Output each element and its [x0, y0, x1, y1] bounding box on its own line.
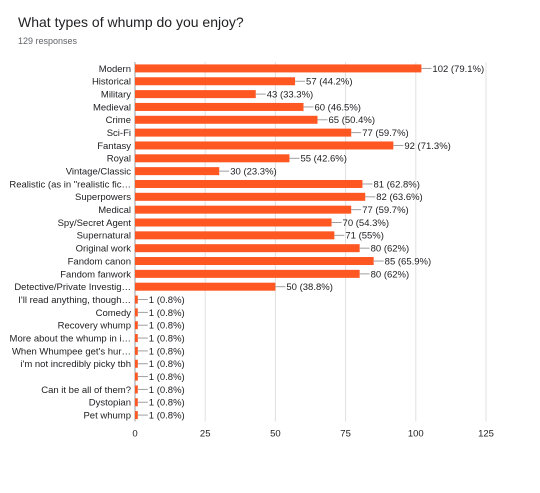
data-label-0: 102 (79.1%) — [432, 64, 484, 75]
data-label-19: 1 (0.8%) — [149, 308, 185, 319]
data-label-10: 82 (63.6%) — [376, 192, 422, 203]
category-label-6: Fantasy — [97, 141, 131, 152]
bar-27 — [135, 411, 138, 420]
bar-2 — [135, 90, 256, 99]
data-label-1: 57 (44.2%) — [306, 77, 352, 88]
data-label-20: 1 (0.8%) — [149, 321, 185, 332]
data-label-3: 60 (46.5%) — [314, 102, 360, 113]
category-label-27: Pet whump — [83, 411, 131, 422]
category-label-26: Dystopian — [89, 398, 131, 409]
category-label-18: I'll read anything, though… — [18, 295, 131, 306]
category-label-25: Can it be all of them? — [41, 385, 131, 396]
bar-1 — [135, 77, 296, 86]
category-label-11: Medical — [98, 205, 131, 216]
data-label-18: 1 (0.8%) — [149, 295, 185, 306]
bar-11 — [135, 205, 352, 214]
bar-15 — [135, 257, 374, 266]
bar-18 — [135, 295, 138, 304]
data-label-26: 1 (0.8%) — [149, 398, 185, 409]
bars — [135, 64, 422, 420]
data-label-13: 71 (55%) — [345, 231, 384, 242]
bar-26 — [135, 398, 138, 407]
data-label-7: 55 (42.6%) — [300, 154, 346, 165]
x-tick-75: 75 — [340, 429, 351, 440]
x-tick-labels: 0 25 50 75 100 125 — [132, 429, 494, 440]
bar-6 — [135, 141, 394, 150]
category-label-4: Crime — [106, 115, 131, 126]
bar-13 — [135, 231, 335, 240]
bar-20 — [135, 321, 138, 330]
category-label-16: Fandom fanwork — [60, 269, 131, 280]
bar-24 — [135, 372, 138, 381]
data-label-15: 85 (65.9%) — [385, 256, 431, 267]
x-tick-0: 0 — [132, 429, 137, 440]
category-label-12: Spy/Secret Agent — [58, 218, 132, 229]
category-label-7: Royal — [107, 154, 131, 165]
category-label-5: Sci-Fi — [107, 128, 131, 139]
data-label-24: 1 (0.8%) — [149, 372, 185, 383]
data-label-5: 77 (59.7%) — [362, 128, 408, 139]
category-label-2: Military — [101, 90, 131, 101]
data-label-4: 65 (50.4%) — [329, 115, 375, 126]
bar-16 — [135, 269, 360, 278]
response-count: 129 responses — [18, 36, 78, 46]
category-label-0: Modern — [99, 64, 131, 75]
category-label-13: Supernatural — [77, 231, 131, 242]
bar-8 — [135, 167, 220, 176]
bar-22 — [135, 346, 138, 355]
category-label-22: When Whumpee get's hur… — [12, 346, 131, 357]
bar-25 — [135, 385, 138, 394]
category-label-1: Historical — [92, 77, 131, 88]
data-label-17: 50 (38.8%) — [286, 282, 332, 293]
x-tick-125: 125 — [478, 429, 494, 440]
x-tick-25: 25 — [200, 429, 211, 440]
data-label-25: 1 (0.8%) — [149, 385, 185, 396]
bar-10 — [135, 192, 366, 201]
data-labels: 102 (79.1%) 57 (44.2%) 43 (33.3%)60 (46.5%… — [149, 64, 484, 422]
category-label-23: i'm not incredibly picky tbh — [20, 359, 131, 370]
chart-title: What types of whump do you enjoy? — [18, 14, 244, 30]
bar-9 — [135, 179, 363, 188]
bar-5 — [135, 128, 352, 137]
label-leaders — [137, 67, 432, 416]
category-label-20: Recovery whump — [58, 321, 131, 332]
bar-23 — [135, 359, 138, 368]
data-label-27: 1 (0.8%) — [149, 411, 185, 422]
data-label-9: 81 (62.8%) — [373, 179, 419, 190]
data-label-6: 92 (71.3%) — [404, 141, 450, 152]
data-label-16: 80 (62%) — [371, 269, 410, 280]
bar-17 — [135, 282, 276, 291]
category-label-15: Fandom canon — [68, 256, 131, 267]
data-label-22: 1 (0.8%) — [149, 346, 185, 357]
data-label-12: 70 (54.3%) — [343, 218, 389, 229]
category-label-17: Detective/Private Investig… — [14, 282, 131, 293]
data-label-23: 1 (0.8%) — [149, 359, 185, 370]
data-label-21: 1 (0.8%) — [149, 333, 185, 344]
data-label-8: 30 (23.3%) — [230, 167, 276, 178]
category-label-14: Original work — [76, 244, 132, 255]
bar-3 — [135, 102, 304, 111]
bar-12 — [135, 218, 332, 227]
x-tick-50: 50 — [270, 429, 281, 440]
category-label-3: Medieval — [93, 102, 131, 113]
bar-21 — [135, 334, 138, 343]
category-label-10: Superpowers — [75, 192, 131, 203]
data-label-2: 43 (33.3%) — [267, 90, 313, 101]
x-tick-100: 100 — [408, 429, 424, 440]
bar-19 — [135, 308, 138, 317]
data-label-11: 77 (59.7%) — [362, 205, 408, 216]
bar-7 — [135, 154, 290, 163]
category-label-21: More about the whump in i… — [10, 333, 131, 344]
data-label-14: 80 (62%) — [371, 244, 410, 255]
category-label-19: Comedy — [96, 308, 132, 319]
category-label-9: Realistic (as in "realistic fic… — [9, 179, 131, 190]
bar-0 — [135, 64, 422, 73]
bar-4 — [135, 115, 318, 124]
bar-14 — [135, 244, 360, 253]
category-label-8: Vintage/Classic — [66, 167, 132, 178]
